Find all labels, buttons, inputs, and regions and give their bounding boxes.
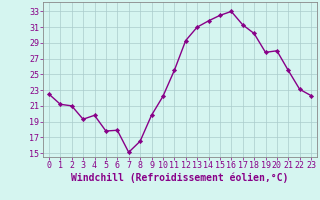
X-axis label: Windchill (Refroidissement éolien,°C): Windchill (Refroidissement éolien,°C) xyxy=(71,173,289,183)
